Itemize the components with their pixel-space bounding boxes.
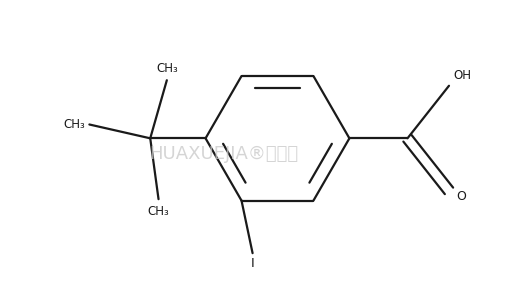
Text: CH₃: CH₃ — [148, 205, 169, 218]
Text: CH₃: CH₃ — [156, 62, 177, 75]
Text: HUAXUEJIA®化学加: HUAXUEJIA®化学加 — [149, 145, 298, 163]
Text: O: O — [456, 190, 466, 203]
Text: I: I — [251, 257, 254, 270]
Text: CH₃: CH₃ — [63, 118, 85, 131]
Text: OH: OH — [453, 69, 471, 82]
